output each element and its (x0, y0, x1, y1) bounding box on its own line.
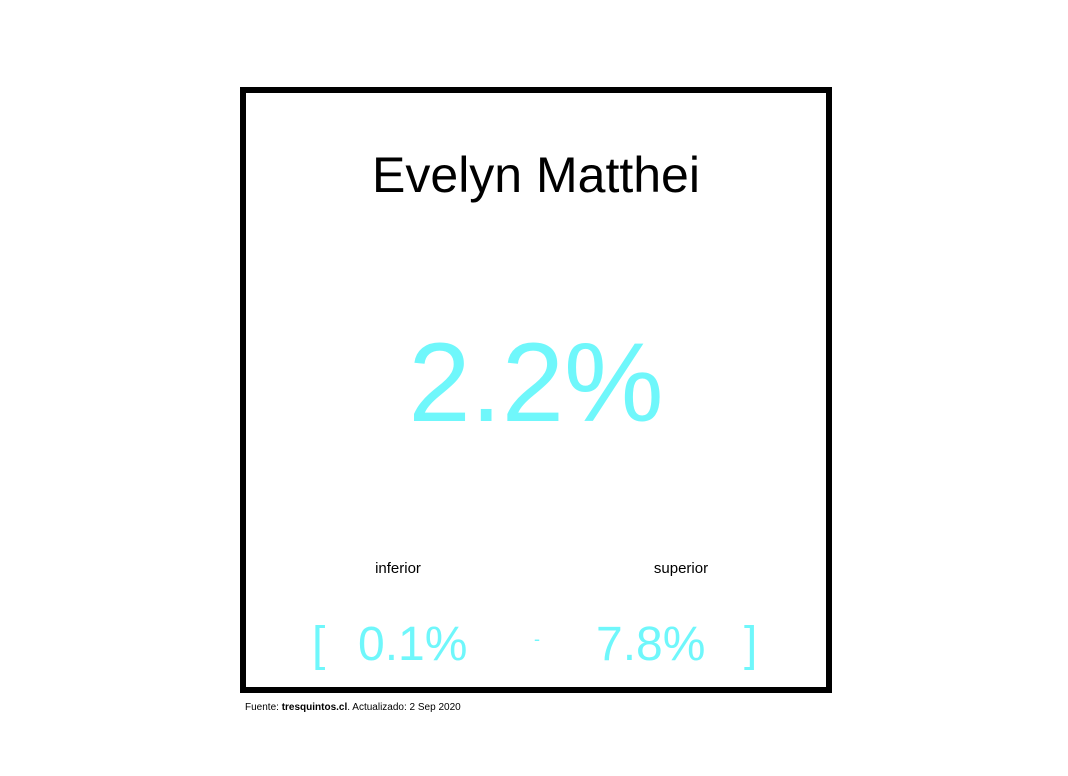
estimate-value: 2.2% (408, 320, 664, 445)
candidate-name: Evelyn Matthei (372, 147, 700, 203)
lower-bound-value: 0.1% (358, 618, 468, 671)
footer-updated: . Actualizado: 2 Sep 2020 (347, 702, 461, 713)
lower-bound-label: inferior (375, 560, 421, 577)
footer-source-link[interactable]: tresquintos.cl (281, 702, 348, 713)
bracket-open: [ (312, 618, 326, 671)
bracket-close: ] (744, 618, 758, 671)
upper-bound-value: 7.8% (596, 618, 706, 671)
source-footer: Fuente: tresquintos.cl. Actualizado: 2 S… (245, 702, 461, 714)
upper-bound-label: superior (653, 560, 709, 577)
estimate-card: Evelyn Matthei 2.2% inferior superior [ … (240, 87, 832, 693)
range-separator: - (534, 629, 540, 649)
footer-prefix: Fuente: (245, 702, 282, 713)
